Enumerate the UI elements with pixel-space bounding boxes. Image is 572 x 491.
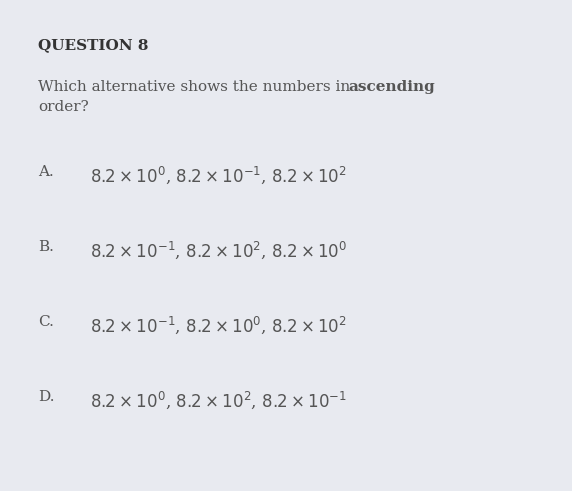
Text: D.: D. [38,390,54,404]
Text: $8.2\times10^{0}$, $8.2\times10^{-1}$, $8.2\times10^{2}$: $8.2\times10^{0}$, $8.2\times10^{-1}$, $… [90,165,347,187]
Text: QUESTION 8: QUESTION 8 [38,38,149,52]
Text: $8.2\times10^{-1}$, $8.2\times10^{2}$, $8.2\times10^{0}$: $8.2\times10^{-1}$, $8.2\times10^{2}$, $… [90,240,347,261]
Text: B.: B. [38,240,54,254]
Text: ascending: ascending [348,80,435,94]
Text: A.: A. [38,165,54,179]
Text: order?: order? [38,100,89,114]
Text: Which alternative shows the numbers in: Which alternative shows the numbers in [38,80,355,94]
Text: $8.2\times10^{-1}$, $8.2\times10^{0}$, $8.2\times10^{2}$: $8.2\times10^{-1}$, $8.2\times10^{0}$, $… [90,315,347,336]
Text: $8.2\times10^{0}$, $8.2\times10^{2}$, $8.2\times10^{-1}$: $8.2\times10^{0}$, $8.2\times10^{2}$, $8… [90,390,347,411]
Text: C.: C. [38,315,54,329]
